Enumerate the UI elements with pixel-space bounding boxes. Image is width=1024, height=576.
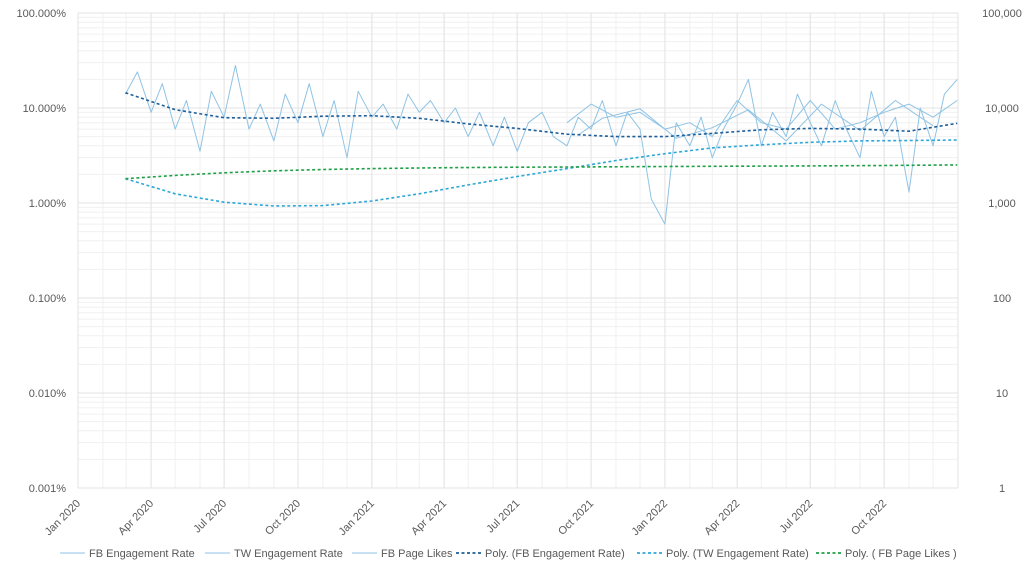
left-axis: 100.000% 10.000% 1.000% 0.100% 0.010% 0.001% (16, 8, 66, 495)
left-tick-label: 0.010% (29, 388, 67, 400)
series-fb-engagement-rate (124, 65, 958, 225)
legend-label-poly-tw-engagement-rate: Poly. (TW Engagement Rate) (666, 548, 809, 560)
left-tick-label: 10.000% (23, 103, 67, 115)
series-layer (124, 65, 958, 225)
left-tick-label: 100.000% (16, 8, 66, 20)
legend-label-fb-page-likes: FB Page Likes (381, 548, 453, 560)
series-poly-fb-engagement-rate (125, 91, 958, 138)
legend-label-poly-fb-engagement-rate: Poly. (FB Engagement Rate) (485, 548, 625, 560)
right-tick-label: 100 (993, 293, 1011, 305)
right-tick-label: 100,000 (982, 8, 1022, 20)
left-tick-label: 1.000% (29, 198, 67, 210)
legend-label-tw-engagement-rate: TW Engagement Rate (234, 548, 343, 560)
series-poly-fb-page-likes (125, 164, 958, 180)
right-tick-label: 10 (996, 388, 1008, 400)
series-poly-tw-engagement-rate (125, 139, 958, 207)
left-tick-label: 0.001% (29, 483, 67, 495)
right-tick-label: 1 (999, 483, 1005, 495)
grid (77, 12, 959, 489)
series-tw-engagement-rate (566, 100, 958, 138)
right-axis: 100,000 10,000 1,000 100 10 1 (982, 8, 1022, 495)
legend: FB Engagement Rate TW Engagement Rate FB P… (60, 548, 957, 560)
legend-label-fb-engagement-rate: FB Engagement Rate (89, 548, 195, 560)
right-tick-label: 10,000 (985, 103, 1019, 115)
left-tick-label: 0.100% (29, 293, 67, 305)
series-fb-page-likes (577, 100, 934, 142)
legend-label-poly-fb-page-likes: Poly. ( FB Page Likes ) (845, 548, 957, 560)
right-tick-label: 1,000 (988, 198, 1016, 210)
